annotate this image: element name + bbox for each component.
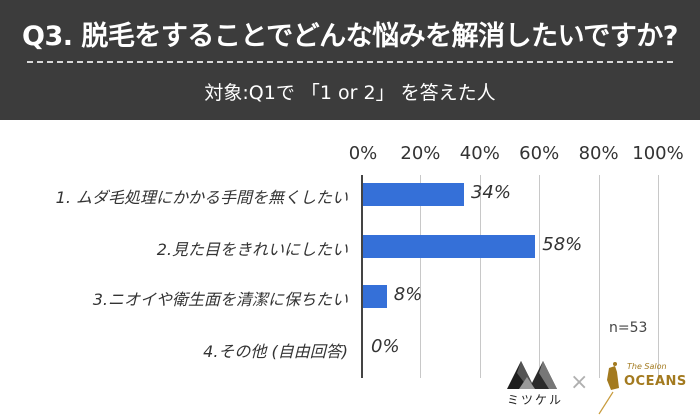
- x-tick-label: 0%: [348, 143, 378, 164]
- bar: [363, 183, 464, 206]
- bar: [363, 285, 387, 308]
- oceans-logo: The Salon OCEANS: [597, 360, 697, 415]
- gridline: [658, 175, 659, 378]
- chart-subtitle: 対象:Q1で 「1 or 2」 を答えた人: [204, 82, 496, 104]
- x-tick-label: 60%: [519, 143, 560, 164]
- x-tick-label: 20%: [400, 143, 441, 164]
- x-tick-label: 80%: [578, 143, 619, 164]
- bar-value-label: 34%: [470, 182, 511, 203]
- oceans-logo-text: OCEANS: [624, 374, 687, 389]
- oceans-script-text: The Salon: [627, 362, 667, 371]
- mitsukeru-logo: ミツケル: [505, 355, 565, 415]
- mitsukeru-logo-text: ミツケル: [506, 393, 563, 407]
- sample-size-label: n=53: [609, 320, 648, 336]
- bar-value-label: 0%: [371, 336, 400, 357]
- gridline: [420, 175, 422, 378]
- x-tick-label: 100%: [632, 143, 684, 164]
- gridline: [479, 175, 481, 378]
- category-label: 4.その他 (自由回答): [203, 342, 348, 361]
- chart-title: Q3. 脱毛をすることでどんな悩みを解消したいですか?: [22, 21, 678, 52]
- gridline: [598, 175, 600, 378]
- bar: [363, 235, 536, 258]
- x-tick-label: 40%: [459, 143, 500, 164]
- bar-value-label: 58%: [542, 234, 583, 255]
- bar-value-label: 8%: [393, 284, 423, 305]
- collab-separator: ×: [570, 370, 589, 395]
- gridline: [539, 175, 541, 378]
- category-label: 1. ムダ毛処理にかかる手間を無くしたい: [55, 188, 348, 207]
- header-banner: Q3. 脱毛をすることでどんな悩みを解消したいですか? 対象:Q1で 「1 or…: [0, 0, 700, 120]
- y-axis-line: [361, 175, 363, 378]
- plot-area: 34% 58% 8% 0%: [361, 175, 659, 378]
- category-label: 2.見た目をきれいにしたい: [156, 240, 348, 259]
- category-label: 3.ニオイや衛生面を清潔に保ちたい: [92, 290, 348, 309]
- figure-logo-icon: [598, 362, 619, 415]
- dashed-divider: [27, 61, 673, 63]
- mountain-logo-icon: [507, 361, 557, 389]
